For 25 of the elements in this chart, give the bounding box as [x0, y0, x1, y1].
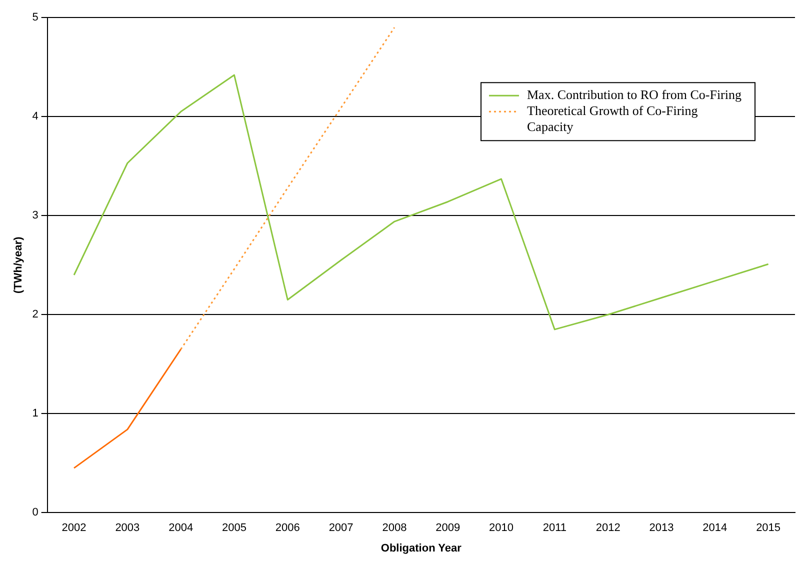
y-axis-title: (TWh/year)	[12, 236, 25, 294]
x-tick-label: 2012	[596, 522, 620, 534]
y-tick-label: 3	[32, 210, 38, 222]
x-tick-label: 2014	[702, 522, 728, 534]
x-tick-label: 2015	[756, 522, 781, 534]
x-tick-label: 2011	[542, 522, 566, 534]
x-tick-label: 2002	[62, 522, 86, 534]
legend-label: Theoretical Growth of Co-Firing Capacity	[527, 103, 698, 134]
x-tick-label: 2013	[649, 522, 674, 534]
x-tick-label: 2004	[168, 522, 194, 534]
legend-label: Max. Contribution to RO from Co-Firing	[527, 87, 742, 102]
x-tick-label: 2005	[222, 522, 246, 534]
x-tick-label: 2009	[436, 522, 460, 534]
y-tick-label: 2	[32, 308, 38, 321]
x-tick-label: 2008	[382, 522, 407, 534]
x-tick-label: 2007	[328, 522, 354, 534]
y-tick-label: 5	[32, 12, 38, 24]
x-axis-title: Obligation Year	[380, 542, 462, 554]
line-series	[180, 26, 396, 350]
x-tick-label: 2010	[489, 522, 514, 534]
x-tick-label: 2003	[115, 522, 140, 534]
y-tick-label: 1	[32, 408, 38, 420]
y-tick-label: 0	[32, 506, 38, 519]
x-tick-label: 2006	[275, 522, 300, 534]
y-tick-label: 4	[32, 110, 38, 123]
